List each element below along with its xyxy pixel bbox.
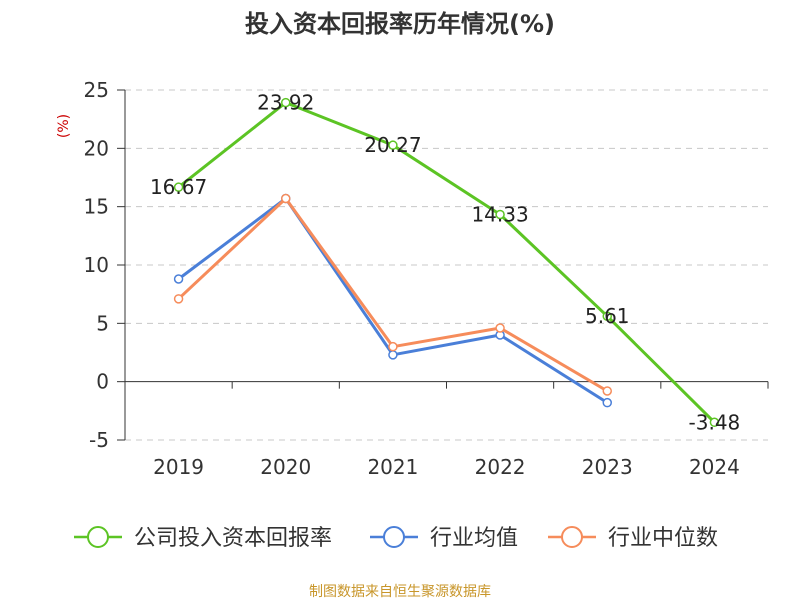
x-tick-label: 2019 bbox=[153, 455, 204, 479]
data-label: 14.33 bbox=[471, 202, 528, 226]
x-tick-label: 2021 bbox=[367, 455, 418, 479]
x-tick-label: 2022 bbox=[475, 455, 526, 479]
data-point-1 bbox=[173, 274, 184, 284]
data-label: 23.92 bbox=[257, 91, 314, 115]
legend-label: 行业中位数 bbox=[608, 526, 718, 551]
data-label: 5.61 bbox=[585, 304, 630, 328]
data-point-1 bbox=[388, 350, 398, 360]
legend-swatch-marker bbox=[87, 526, 109, 548]
series-line-1 bbox=[177, 197, 609, 404]
y-tick-label: 15 bbox=[84, 195, 109, 219]
data-label: -3.48 bbox=[689, 410, 741, 434]
y-axis-unit-label: (%) bbox=[56, 114, 72, 138]
data-point-0 bbox=[173, 182, 184, 192]
y-tick-label: 10 bbox=[84, 253, 109, 277]
data-point-2 bbox=[495, 323, 505, 333]
legend-label: 公司投入资本回报率 bbox=[134, 526, 332, 551]
data-point-0 bbox=[495, 209, 505, 220]
legend[interactable]: 公司投入资本回报率 行业均值 行业中位数 bbox=[74, 526, 718, 551]
data-point-2 bbox=[602, 386, 612, 396]
data-label: 16.67 bbox=[150, 175, 207, 199]
data-point-2 bbox=[281, 193, 291, 204]
data-point-2 bbox=[173, 294, 184, 304]
data-point-0 bbox=[709, 417, 720, 428]
source-note: 制图数据来自恒生聚源数据库 bbox=[309, 584, 491, 600]
legend-label: 行业均值 bbox=[430, 526, 518, 551]
y-tick-label: 0 bbox=[96, 370, 109, 394]
legend-swatch-marker bbox=[383, 526, 405, 548]
x-tick-label: 2024 bbox=[689, 455, 740, 479]
y-tick-label: 20 bbox=[84, 136, 109, 160]
series-lines bbox=[173, 97, 720, 428]
x-tick-label: 2020 bbox=[260, 455, 311, 479]
y-tick-label: 5 bbox=[96, 311, 109, 335]
series-line-0 bbox=[177, 101, 716, 424]
y-tick-label: 25 bbox=[84, 78, 109, 102]
data-point-0 bbox=[388, 140, 398, 150]
data-point-0 bbox=[281, 97, 291, 108]
data-labels: 16.67 23.92 20.27 14.33 5.61 -3.48 bbox=[150, 91, 740, 435]
data-label: 20.27 bbox=[364, 133, 421, 157]
x-tick-label: 2023 bbox=[582, 455, 633, 479]
legend-swatch-marker bbox=[561, 526, 583, 548]
y-tick-label: -5 bbox=[89, 428, 109, 452]
grid-lines bbox=[125, 89, 768, 441]
data-point-0 bbox=[602, 311, 612, 321]
axes: -5 0 5 10 15 20 25 2019 2020 2021 2022 2023 2024 bbox=[84, 78, 769, 479]
data-point-1 bbox=[602, 397, 612, 408]
data-point-2 bbox=[388, 341, 398, 352]
chart-title: 投入资本回报率历年情况(%) bbox=[245, 10, 555, 38]
